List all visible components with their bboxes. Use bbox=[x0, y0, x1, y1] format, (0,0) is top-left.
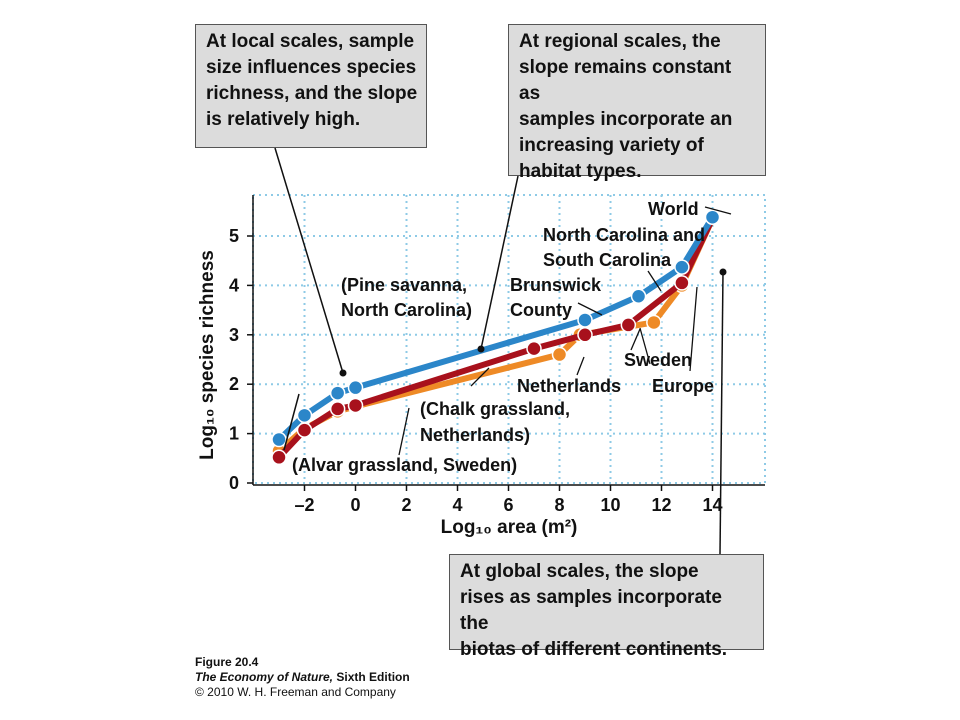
data-point-blue bbox=[271, 431, 287, 448]
label-leader bbox=[576, 356, 585, 376]
label-leader bbox=[704, 206, 732, 215]
x-tick-label: 8 bbox=[554, 495, 564, 515]
data-point-blue bbox=[630, 288, 647, 305]
callout-line: is relatively high. bbox=[206, 109, 361, 130]
leader-dot bbox=[339, 369, 347, 377]
y-tick-label: 1 bbox=[229, 424, 239, 444]
y-tick-label: 2 bbox=[229, 374, 239, 394]
label-leader bbox=[639, 327, 651, 365]
data-point-blue bbox=[674, 259, 690, 275]
annotation-label: (Pine savanna, bbox=[341, 275, 467, 295]
x-tick-label: –2 bbox=[294, 495, 314, 515]
callout-line: slope remains constant as bbox=[519, 57, 732, 104]
figure-number: Figure 20.4 bbox=[195, 655, 259, 669]
x-axis-title: Log₁₀ area (m²) bbox=[441, 517, 578, 538]
data-point-blue bbox=[577, 312, 593, 328]
callout-line: rises as samples incorporate the bbox=[460, 587, 722, 634]
y-tick-label: 3 bbox=[229, 325, 239, 345]
book-edition: The Economy of Nature, Sixth Edition bbox=[195, 670, 410, 685]
annotation-label: (Chalk grassland, bbox=[420, 399, 570, 419]
label-leader bbox=[577, 302, 603, 316]
callout-line: At local scales, sample bbox=[206, 31, 415, 52]
data-point-orange bbox=[646, 314, 662, 331]
x-tick-label: 2 bbox=[401, 495, 411, 515]
label-leader bbox=[647, 270, 662, 292]
data-point-red bbox=[296, 422, 313, 438]
label-leader bbox=[398, 407, 410, 456]
data-point-red bbox=[347, 397, 364, 414]
x-tick-label: 10 bbox=[600, 495, 620, 515]
x-tick-label: 4 bbox=[452, 495, 462, 515]
callout-line: increasing variety of bbox=[519, 135, 704, 156]
callout-line: size influences species bbox=[206, 57, 417, 78]
annotation-label: Europe bbox=[652, 376, 714, 396]
data-point-red bbox=[271, 449, 287, 466]
data-point-blue bbox=[347, 379, 364, 396]
x-tick-label: 6 bbox=[503, 495, 513, 515]
callout-leader bbox=[480, 175, 519, 350]
callout-line: At regional scales, the bbox=[519, 31, 721, 52]
callout-line: biotas of different continents. bbox=[460, 639, 728, 660]
annotation-label: Netherlands) bbox=[420, 425, 530, 445]
annotation-label: Brunswick bbox=[510, 275, 602, 295]
y-tick-label: 4 bbox=[229, 275, 239, 295]
book-title: The Economy of Nature, bbox=[195, 670, 334, 684]
label-leader bbox=[630, 328, 641, 351]
callout-line: samples incorporate an bbox=[519, 109, 733, 130]
data-point-blue bbox=[329, 385, 346, 401]
edition: Sixth Edition bbox=[333, 670, 410, 684]
y-axis-title: Log₁₀ species richness bbox=[197, 250, 218, 460]
label-leader bbox=[470, 367, 490, 387]
annotation-label: South Carolina bbox=[543, 250, 672, 270]
annotation-label: North Carolina) bbox=[341, 300, 472, 320]
x-tick-label: 12 bbox=[651, 495, 671, 515]
annotation-label: (Alvar grassland, Sweden) bbox=[292, 455, 517, 475]
callout-leader bbox=[283, 393, 300, 451]
callout-line: At global scales, the slope bbox=[460, 561, 699, 582]
x-tick-label: 0 bbox=[350, 495, 360, 515]
callout-line: richness, and the slope bbox=[206, 83, 418, 104]
data-point-red bbox=[526, 340, 542, 357]
annotation-labels: (Pine savanna, North Carolina) (Chalk gras… bbox=[292, 199, 714, 475]
callout-leader bbox=[719, 271, 724, 555]
annotation-label: North Carolina and bbox=[543, 225, 705, 245]
annotation-label: County bbox=[510, 300, 572, 320]
data-point-red bbox=[329, 401, 346, 417]
data-point-blue bbox=[704, 209, 721, 225]
annotation-label: World bbox=[648, 199, 699, 219]
figure-caption: Figure 20.4 The Economy of Nature, Sixth… bbox=[195, 655, 410, 700]
callout-leader bbox=[274, 147, 344, 374]
data-point-red bbox=[674, 275, 690, 291]
data-point-red bbox=[577, 327, 593, 343]
leader-lines bbox=[274, 147, 732, 555]
y-tick-label: 5 bbox=[229, 226, 239, 246]
regional-scales-callout: At regional scales, the slope remains co… bbox=[508, 24, 766, 182]
data-point-orange bbox=[551, 346, 568, 363]
leader-dot bbox=[719, 268, 727, 276]
grid-frame bbox=[252, 194, 766, 484]
data-point-blue bbox=[296, 407, 313, 424]
series bbox=[271, 209, 721, 466]
annotation-label: Sweden bbox=[624, 350, 692, 370]
data-point-red bbox=[620, 317, 637, 333]
local-scales-callout: At local scales, sample size influences … bbox=[195, 24, 427, 148]
label-leader bbox=[689, 286, 698, 372]
callout-line: habitat types. bbox=[519, 161, 642, 182]
global-scales-callout: At global scales, the slope rises as sam… bbox=[449, 554, 764, 660]
copyright: © 2010 W. H. Freeman and Company bbox=[195, 685, 396, 699]
y-tick-label: 0 bbox=[229, 473, 239, 493]
x-tick-label: 14 bbox=[702, 495, 722, 515]
leader-dot bbox=[477, 345, 485, 353]
annotation-label: Netherlands bbox=[517, 376, 621, 396]
